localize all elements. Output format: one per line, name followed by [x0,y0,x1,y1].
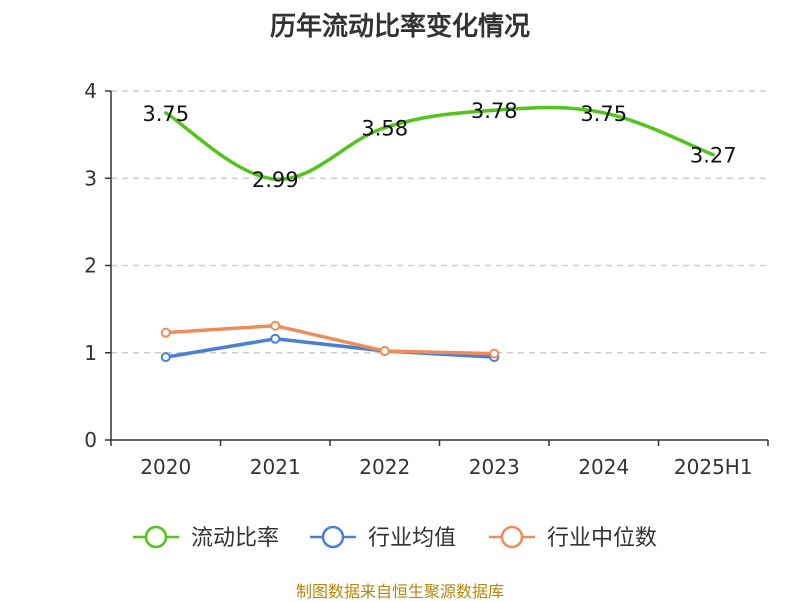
series-line [164,105,715,181]
x-tick-label: 2021 [250,455,301,479]
y-tick-label: 3 [84,166,97,190]
series-line [164,337,496,359]
legend-label: 行业中位数 [547,526,657,551]
data-label: 3.27 [690,144,737,168]
legend-marker [321,525,345,549]
data-point [270,333,281,344]
data-point [160,352,171,363]
data-label: 3.75 [142,102,189,126]
data-label: 3.58 [361,117,408,141]
data-label: 2.99 [252,168,299,192]
legend-marker [144,525,168,549]
data-label: 3.78 [471,99,518,123]
data-point [270,320,281,331]
chart-title: 历年流动比率变化情况 [269,12,530,42]
legend-item: 行业均值 [310,525,456,551]
source-note: 制图数据来自恒生聚源数据库 [295,582,504,601]
data-point [160,327,171,338]
axes: 0 1 2 3 4 2020 2021 2022 2023 2024 2025H1 [84,79,769,479]
data-point [489,348,500,359]
x-tick-label: 2025H1 [674,455,753,479]
legend: 流动比率 行业均值 行业中位数 [133,525,657,551]
data-label: 3.75 [580,102,627,126]
legend-item: 行业中位数 [489,525,657,551]
x-tick-label: 2022 [359,455,410,479]
grid-lines [111,90,768,354]
series-line [164,323,496,356]
legend-marker [500,525,524,549]
y-tick-label: 4 [84,79,97,103]
y-tick-label: 2 [84,254,97,278]
series-lines [160,105,715,363]
x-tick-label: 2023 [469,455,520,479]
legend-item: 流动比率 [133,525,279,551]
y-tick-label: 0 [84,428,97,452]
data-point [379,346,390,357]
legend-label: 流动比率 [191,526,279,551]
x-tick-label: 2024 [578,455,629,479]
y-tick-label: 1 [84,341,97,365]
data-labels: 3.75 2.99 3.58 3.78 3.75 3.27 [142,99,736,192]
legend-label: 行业均值 [368,526,456,551]
x-tick-label: 2020 [140,455,191,479]
